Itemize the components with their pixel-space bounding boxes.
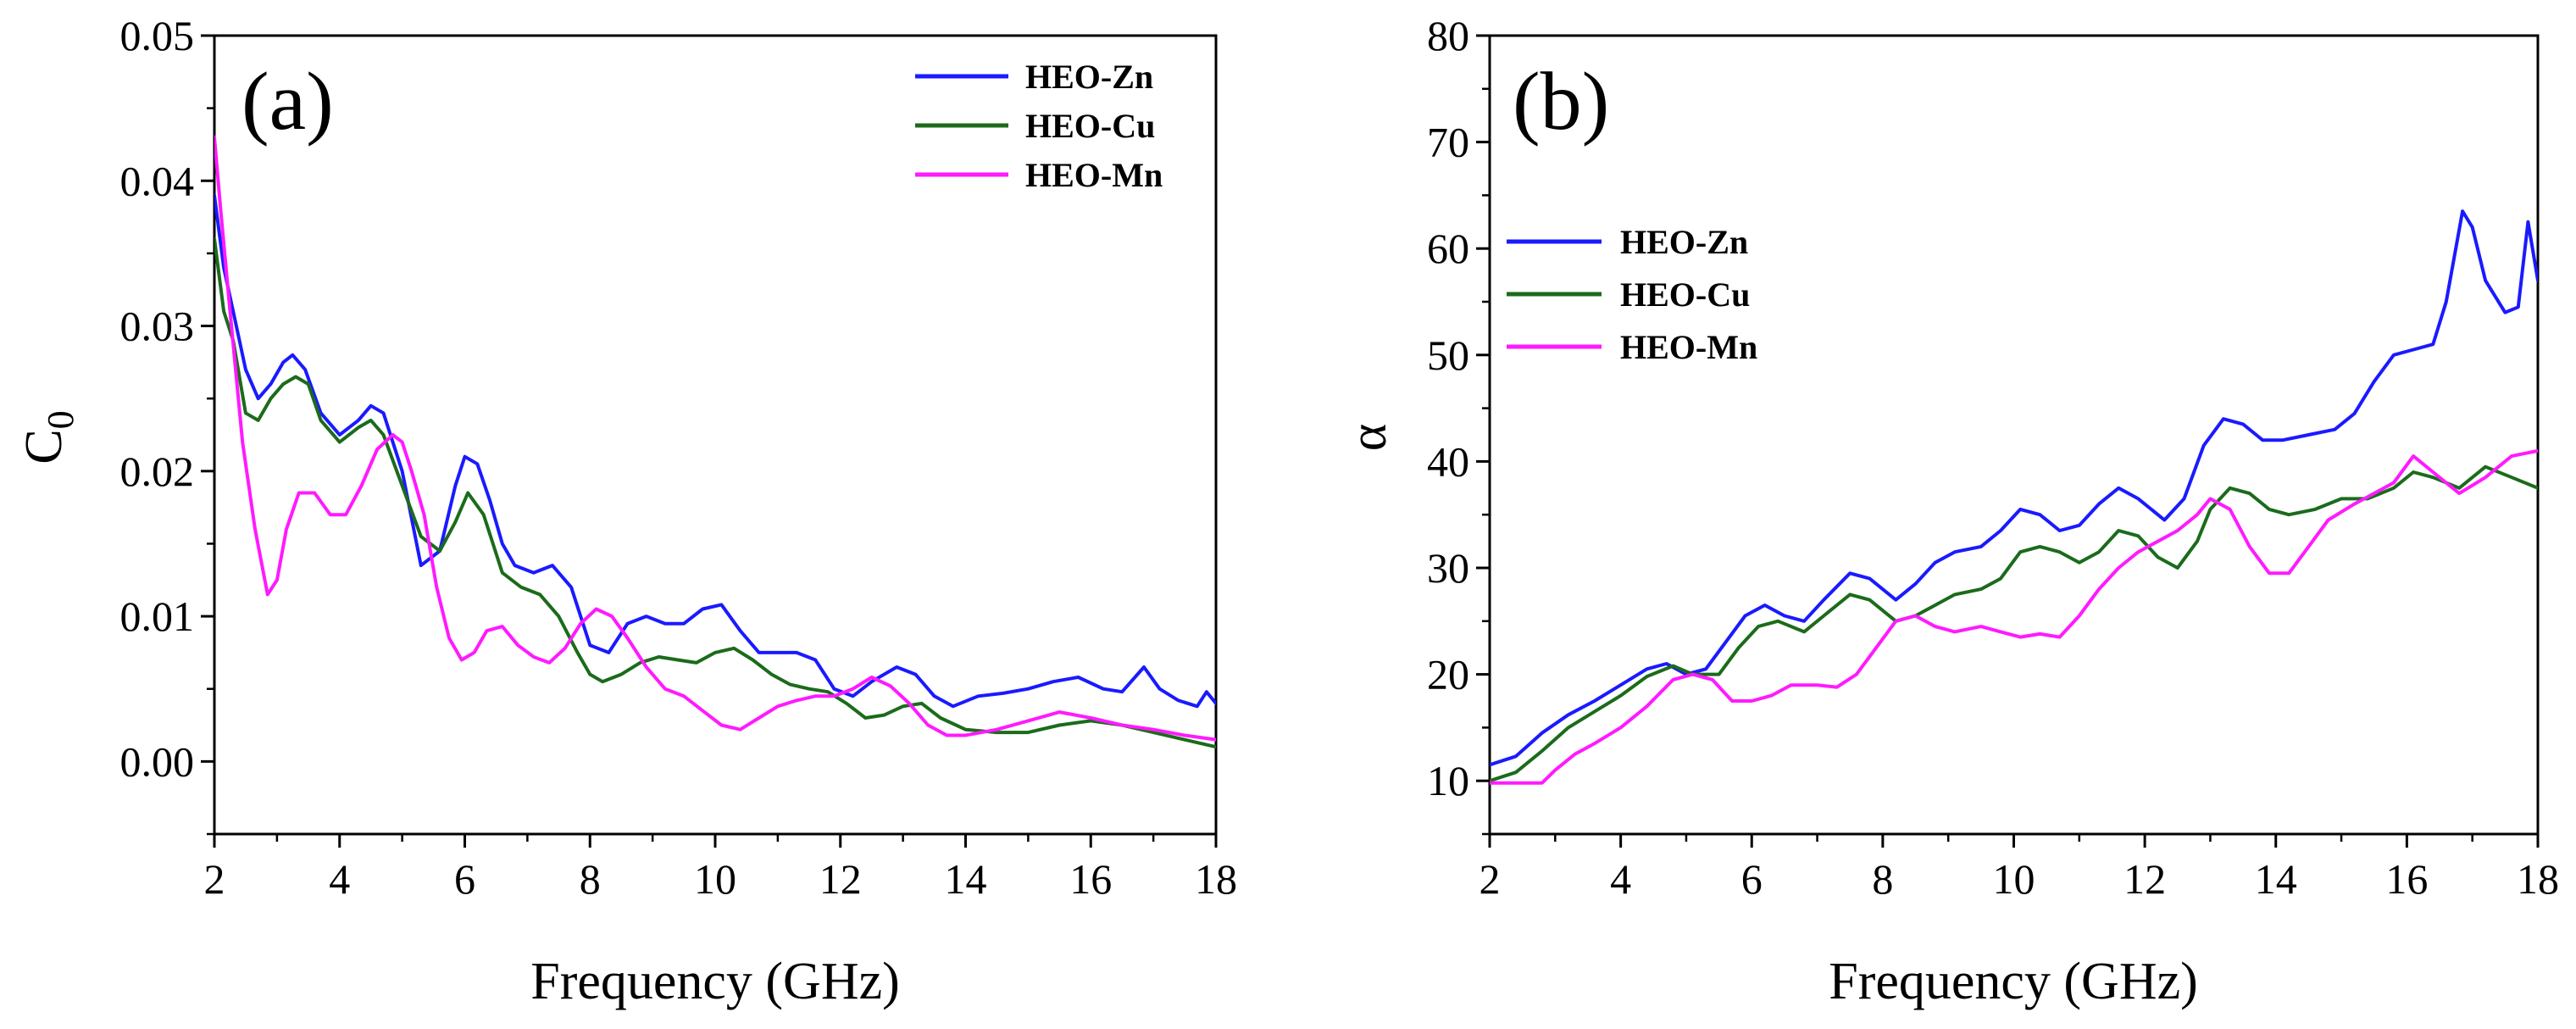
x-ticks-a: 2 4 6 8 10 12 14 16 18 bbox=[204, 834, 1237, 903]
x-tick-label-b: 16 bbox=[2385, 855, 2428, 903]
x-tick-label-a: 6 bbox=[454, 855, 475, 903]
y-tick-label-b: 30 bbox=[1427, 544, 1469, 592]
legend-label-heo-zn: HEO-Zn bbox=[1025, 58, 1153, 96]
y-tick-label-a: 0.01 bbox=[120, 592, 195, 640]
x-tick-label-a: 10 bbox=[694, 855, 736, 903]
y-tick-label-b: 50 bbox=[1427, 331, 1469, 379]
y-tick-label-a: 0.05 bbox=[120, 12, 195, 59]
panel-label-a: (a) bbox=[242, 56, 334, 147]
x-tick-label-a: 16 bbox=[1069, 855, 1112, 903]
x-tick-label-b: 6 bbox=[1741, 855, 1763, 903]
x-tick-label-b: 8 bbox=[1872, 855, 1893, 903]
x-tick-label-a: 2 bbox=[204, 855, 225, 903]
x-tick-label-a: 4 bbox=[329, 855, 350, 903]
legend-label-heo-mn: HEO-Mn bbox=[1025, 156, 1163, 194]
x-tick-label-b: 2 bbox=[1480, 855, 1501, 903]
x-tick-label-b: 10 bbox=[1993, 855, 2035, 903]
x-tick-label-b: 12 bbox=[2124, 855, 2166, 903]
y-tick-label-b: 10 bbox=[1427, 757, 1469, 804]
legend-a: HEO-Zn HEO-Cu HEO-Mn bbox=[915, 58, 1163, 194]
y-ticks-a: 0.00 0.01 0.02 0.03 0.04 0.05 bbox=[120, 12, 214, 836]
x-ticks-b: 2 4 6 8 10 12 14 16 18 bbox=[1480, 834, 2559, 903]
y-axis-title-main-a: C bbox=[15, 429, 73, 464]
x-tick-label-a: 18 bbox=[1195, 855, 1237, 903]
y-tick-label-b: 40 bbox=[1427, 437, 1469, 485]
series-line-heo-zn bbox=[214, 193, 1216, 709]
y-ticks-b: 10 20 30 40 50 60 70 80 bbox=[1427, 12, 1490, 836]
svg-text:C0: C0 bbox=[15, 410, 81, 464]
panel-a: 0.000.010.020.030.040.05 2 4 6 8 10 12 14 16 18 … bbox=[15, 12, 1237, 1010]
plot-area-b bbox=[1488, 34, 2540, 836]
x-axis-title-b: Frequency (GHz) bbox=[1829, 953, 2198, 1010]
y-tick-label-a: 0.03 bbox=[120, 303, 195, 350]
y-tick-label-b: 80 bbox=[1427, 12, 1469, 59]
x-axis-title-a: Frequency (GHz) bbox=[530, 953, 900, 1010]
y-tick-label-b: 60 bbox=[1427, 225, 1469, 272]
y-tick-label-a: 0.00 bbox=[120, 737, 195, 785]
series-line-heo-zn bbox=[1490, 209, 2538, 767]
legend-label-heo-zn: HEO-Zn bbox=[1620, 223, 1748, 261]
x-tick-label-b: 18 bbox=[2517, 855, 2559, 903]
x-tick-label-a: 12 bbox=[819, 855, 862, 903]
legend-b: HEO-Zn HEO-Cu HEO-Mn bbox=[1507, 223, 1757, 366]
y-tick-label-b: 70 bbox=[1427, 119, 1469, 166]
series-line-heo-cu bbox=[214, 236, 1216, 749]
y-tick-label-b: 20 bbox=[1427, 651, 1469, 698]
series-line-heo-mn bbox=[1490, 448, 2538, 785]
y-tick-label-a: 0.04 bbox=[120, 157, 195, 204]
y-tick-label-a: 0.02 bbox=[120, 448, 195, 495]
series-b bbox=[1490, 209, 2538, 785]
series-line-heo-cu bbox=[1490, 464, 2538, 783]
legend-label-heo-cu: HEO-Cu bbox=[1620, 275, 1750, 314]
x-tick-label-b: 4 bbox=[1610, 855, 1631, 903]
panel-b: 10 20 30 40 50 60 70 80 2 4 6 8 10 12 14 16 18 (b) Freq… bbox=[1340, 12, 2559, 1010]
y-axis-title-a: C0 bbox=[15, 410, 81, 464]
panel-label-b: (b) bbox=[1513, 56, 1609, 147]
x-tick-label-b: 14 bbox=[2255, 855, 2297, 903]
legend-label-heo-mn: HEO-Mn bbox=[1620, 328, 1757, 366]
y-axis-title-b: α bbox=[1340, 424, 1397, 451]
legend-label-heo-cu: HEO-Cu bbox=[1025, 107, 1155, 145]
y-axis-title-main-b: α bbox=[1340, 424, 1397, 451]
svg-text:α: α bbox=[1340, 424, 1397, 451]
x-tick-label-a: 14 bbox=[945, 855, 987, 903]
series-line-heo-mn bbox=[214, 135, 1216, 742]
series-a bbox=[214, 135, 1216, 749]
x-tick-label-a: 8 bbox=[580, 855, 601, 903]
y-axis-title-sub-a: 0 bbox=[40, 410, 81, 429]
